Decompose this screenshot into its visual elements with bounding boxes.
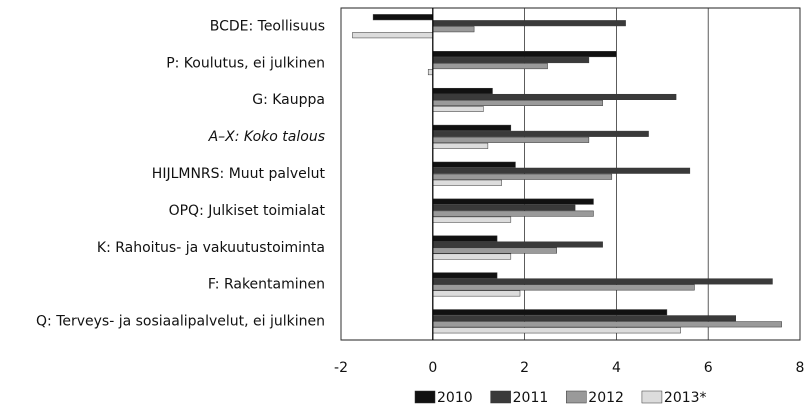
legend-swatch [641,390,663,404]
bar [432,309,668,316]
category-label: Q: Terveys- ja sosiaalipalvelut, ei julk… [36,314,325,330]
bar [432,315,736,322]
legend-swatch [414,390,436,404]
legend-label: 2010 [437,390,473,406]
bar [432,290,521,297]
bar [432,327,681,334]
bar [432,57,590,64]
bar [432,20,626,27]
x-tick-label: 2 [520,360,529,376]
bar [432,179,502,186]
bar [432,63,548,70]
bar [432,284,695,291]
legend-label: 2011 [513,390,549,406]
bar [432,124,512,131]
bar [432,87,493,94]
bar [432,198,594,205]
legend-swatch [566,390,587,404]
bar [432,93,677,100]
x-tick-label: -2 [334,360,348,376]
category-label: BCDE: Teollisuus [210,18,325,34]
x-tick-label: 6 [704,360,713,376]
category-label: F: Rakentaminen [208,277,325,293]
bar [432,51,617,58]
bar [432,235,498,242]
bar [432,173,613,180]
bar [432,142,489,149]
category-label: G: Kauppa [252,92,325,108]
bar [432,99,603,106]
bar [432,136,590,143]
bar [432,204,576,211]
x-tick-label: 0 [428,360,437,376]
legend-label: 2012 [588,390,624,406]
bar [372,14,434,21]
bar [427,69,434,76]
bar [432,105,484,112]
x-tick-label: 4 [612,360,621,376]
x-tick-label: 8 [796,360,805,376]
bar [432,26,475,33]
category-label: K: Rahoitus- ja vakuutustoiminta [97,240,325,256]
bar [432,247,557,254]
bar [432,253,512,260]
bar [432,272,498,279]
category-label: HIJLMNRS: Muut palvelut [152,166,326,182]
category-label: P: Koulutus, ei julkinen [166,55,325,71]
legend-label: 2013* [664,390,707,406]
bar [432,216,512,223]
bar [432,167,691,174]
bar [432,321,782,328]
category-label: OPQ: Julkiset toimialat [169,203,326,219]
bar [432,241,603,248]
bar [432,161,516,168]
bar [352,32,434,39]
legend-swatch [490,390,511,404]
bar [432,210,594,217]
category-label: A–X: Koko talous [208,129,325,145]
bar [432,278,773,285]
bar [432,130,649,137]
